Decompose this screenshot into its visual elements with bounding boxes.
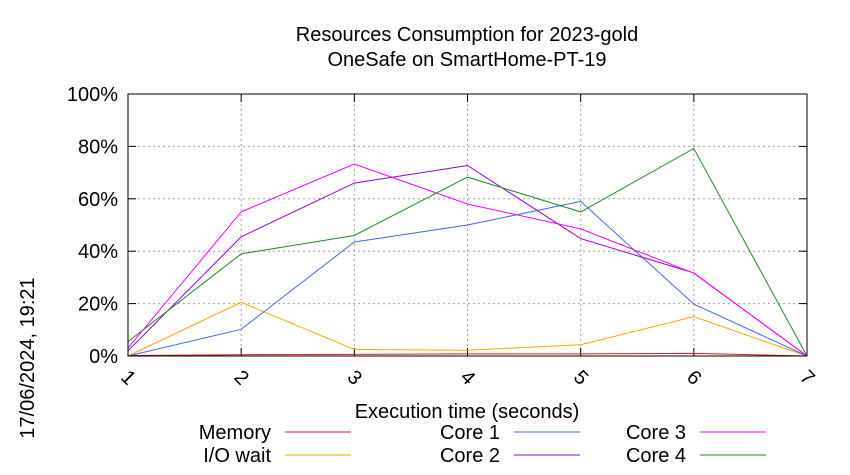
x-tick-label: 2 [229, 366, 252, 389]
legend-label-memory: Memory [199, 422, 271, 444]
y-tick-label: 60% [78, 189, 118, 211]
series-line-i-o-wait [127, 301, 808, 357]
legend-label-core-3: Core 3 [626, 422, 686, 444]
chart-title: Resources Consumption for 2023-gold [296, 24, 638, 46]
legend-label-core-4: Core 4 [626, 445, 686, 467]
x-tick-label: 5 [569, 366, 592, 389]
chart-subtitle: OneSafe on SmartHome-PT-19 [327, 49, 606, 71]
plot-frame [127, 93, 808, 357]
legend-label-core-1: Core 1 [440, 422, 500, 444]
legend-label-i-o-wait: I/O wait [203, 445, 271, 467]
x-axis-label: Execution time (seconds) [355, 401, 580, 423]
x-tick-label: 3 [343, 366, 366, 389]
x-tick-label: 1 [116, 366, 139, 389]
y-tick-label: 80% [78, 136, 118, 158]
y-tick-label: 20% [78, 294, 118, 316]
y-tick-label: 40% [78, 241, 118, 263]
series-line-memory [127, 352, 808, 357]
legend-label-core-2: Core 2 [440, 445, 500, 467]
y-tick-label: 100% [67, 84, 118, 106]
timestamp-label: 17/06/2024, 19:21 [17, 277, 39, 438]
y-tick-label: 0% [89, 346, 118, 368]
series-line-core-3 [127, 163, 808, 357]
series-line-core-1 [127, 200, 808, 357]
x-tick-label: 4 [456, 366, 479, 389]
series-lines [127, 147, 808, 357]
series-line-core-4 [127, 147, 808, 357]
x-tick-label: 6 [682, 366, 705, 389]
x-tick-label: 7 [795, 366, 818, 389]
